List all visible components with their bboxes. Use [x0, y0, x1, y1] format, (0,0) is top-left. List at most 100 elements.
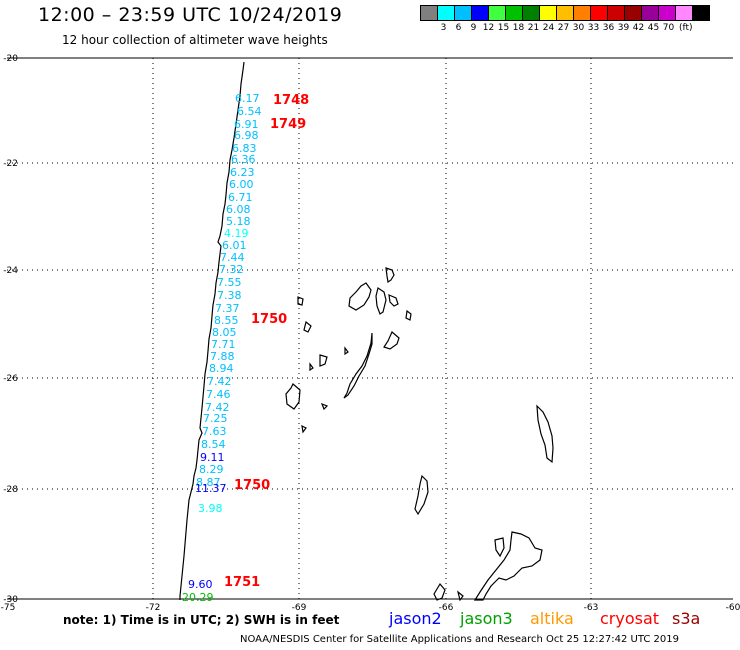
wave-height-value: 7.88	[210, 350, 235, 363]
wave-height-value: 6.00	[229, 178, 254, 191]
wave-height-value: 7.55	[217, 276, 242, 289]
coastline	[179, 61, 554, 602]
wave-height-value: 5.18	[226, 215, 251, 228]
pass-time: 1749	[270, 117, 306, 132]
pass-time-labels: 1748 1749 1750 1750 1751	[224, 93, 309, 590]
color-scale-label: 42	[632, 23, 645, 33]
longitude-labels: -75 -72 -69 -66 -63 -60	[1, 603, 740, 613]
wave-height-value: 6.71	[228, 191, 253, 204]
color-swatch	[522, 5, 540, 21]
wave-height-value: 8.94	[209, 362, 234, 375]
wave-height-value: 6.23	[230, 166, 255, 179]
island-outline	[319, 354, 328, 367]
color-scale-label	[421, 23, 436, 33]
wave-height-labels: 6.176.546.916.986.836.366.236.006.716.08…	[182, 92, 262, 604]
color-swatch	[624, 5, 642, 21]
color-scale-label: 21	[527, 23, 540, 33]
wave-height-value: 7.42	[207, 375, 232, 388]
wave-height-value: 7.32	[219, 263, 244, 276]
graticule	[7, 58, 733, 599]
wave-height-value: 7.38	[217, 289, 242, 302]
wave-height-value: 9.60	[188, 578, 213, 591]
color-scale-label: 70	[662, 23, 675, 33]
color-scale-label: 3	[440, 23, 447, 33]
color-swatch	[590, 5, 608, 21]
wave-height-value: 8.55	[214, 314, 239, 327]
wave-height-value: 8.54	[201, 438, 226, 451]
island-outline	[473, 531, 543, 601]
wave-height-value: 4.19	[224, 227, 249, 240]
longitude-label: -60	[726, 603, 740, 613]
credit-line: NOAA/NESDIS Center for Satellite Applica…	[240, 634, 679, 645]
mission-jason2: jason2	[389, 609, 442, 628]
latitude-labels: -20 -22 -24 -26 -28 -30	[3, 54, 18, 605]
longitude-label: -72	[146, 603, 161, 613]
wave-height-value: 6.54	[237, 105, 262, 118]
wave-height-value: 20.29	[182, 591, 214, 604]
color-swatch	[420, 5, 438, 21]
latitude-label: -28	[3, 485, 18, 495]
wave-height-value: 8.87	[196, 476, 221, 489]
wave-height-value: 7.46	[206, 388, 231, 401]
color-scale-label: 24	[542, 23, 555, 33]
color-swatch	[488, 5, 506, 21]
island-outline	[433, 582, 446, 601]
color-scale-label: 15	[497, 23, 510, 33]
latitude-label: -24	[3, 266, 18, 276]
island-outline	[343, 332, 373, 399]
color-swatch	[556, 5, 574, 21]
island-outline	[320, 402, 329, 411]
wave-height-value: 6.08	[226, 203, 251, 216]
longitude-label: -66	[439, 603, 454, 613]
longitude-label: -63	[584, 603, 599, 613]
color-scale-label: 30	[572, 23, 585, 33]
color-swatch	[692, 5, 710, 21]
island-outline	[405, 309, 412, 321]
wave-height-value: 7.44	[220, 251, 245, 264]
page-subtitle: 12 hour collection of altimeter wave hei…	[62, 33, 328, 47]
wave-height-value: 7.71	[211, 338, 236, 351]
color-swatch	[505, 5, 523, 21]
mission-cryosat: cryosat	[600, 609, 660, 628]
wave-height-value: 6.91	[234, 118, 259, 131]
color-scale-label: 36	[602, 23, 615, 33]
color-swatch	[658, 5, 676, 21]
wave-height-value: 7.63	[202, 425, 227, 438]
mission-altika: altika	[530, 609, 574, 628]
color-scale-label: 12	[482, 23, 495, 33]
island-outline	[388, 294, 399, 307]
longitude-label: -75	[1, 603, 16, 613]
island-outline	[303, 320, 312, 333]
island-outline	[385, 267, 395, 284]
color-scale	[420, 5, 710, 21]
footer-note: note: 1) Time is in UTC; 2) SWH is in fe…	[63, 613, 340, 627]
color-swatch	[471, 5, 489, 21]
color-scale-label: 39	[617, 23, 630, 33]
island-outline	[536, 404, 554, 464]
island-outline	[383, 331, 400, 350]
color-swatch	[539, 5, 557, 21]
page-title: 12:00 – 23:59 UTC 10/24/2019	[38, 4, 343, 26]
color-swatch	[675, 5, 693, 21]
color-scale-label: 27	[557, 23, 570, 33]
latitude-label: -20	[3, 54, 18, 64]
wave-height-value: 8.05	[212, 326, 237, 339]
island-outline	[456, 590, 464, 602]
longitude-label: -69	[292, 603, 307, 613]
color-scale-label: 6	[455, 23, 462, 33]
map-frame	[7, 57, 733, 600]
color-swatch	[607, 5, 625, 21]
wave-height-value: 6.17	[235, 92, 260, 105]
wave-height-value: 6.83	[232, 142, 257, 155]
wave-height-value: 7.25	[203, 412, 228, 425]
pass-time: 1751	[224, 575, 260, 590]
color-scale-label: 9	[470, 23, 477, 33]
color-swatch	[573, 5, 591, 21]
island-outline	[344, 346, 349, 356]
island-outline	[375, 287, 387, 315]
wave-height-value: 6.98	[234, 129, 259, 142]
wave-height-value: 3.98	[198, 502, 223, 515]
island-outline	[414, 474, 429, 516]
island-outline	[348, 282, 372, 311]
